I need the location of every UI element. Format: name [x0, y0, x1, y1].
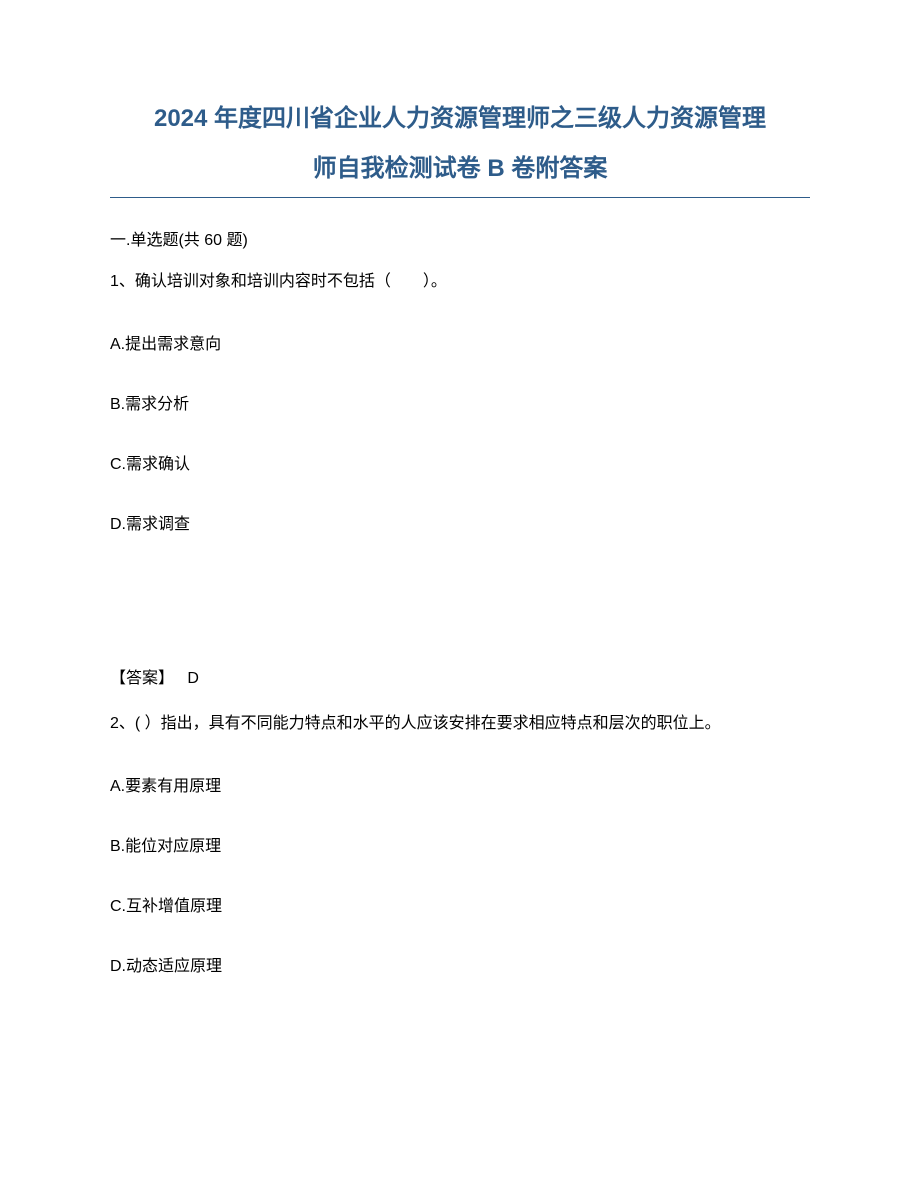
question-1-option-a: A.提出需求意向 [110, 330, 810, 354]
question-2-option-a: A.要素有用原理 [110, 772, 810, 796]
question-1-text: 1、确认培训对象和培训内容时不包括（ ）。 [110, 270, 810, 294]
title-divider [110, 197, 810, 198]
question-1-option-c: C.需求确认 [110, 450, 810, 474]
document-title-line1: 2024 年度四川省企业人力资源管理师之三级人力资源管理 [110, 100, 810, 138]
answer-label: 【答案】 [110, 670, 174, 687]
question-1-answer: 【答案】 D [110, 664, 810, 688]
question-2-text: 2、( ）指出，具有不同能力特点和水平的人应该安排在要求相应特点和层次的职位上。 [110, 712, 810, 736]
question-2-option-b: B.能位对应原理 [110, 832, 810, 856]
question-1-option-d: D.需求调查 [110, 510, 810, 534]
question-2-body: ( ）指出，具有不同能力特点和水平的人应该安排在要求相应特点和层次的职位上。 [135, 715, 721, 732]
answer-value: D [187, 670, 199, 687]
question-2-option-d: D.动态适应原理 [110, 952, 810, 976]
question-2-option-c: C.互补增值原理 [110, 892, 810, 916]
question-1-body: 确认培训对象和培训内容时不包括（ ）。 [135, 273, 447, 290]
question-2-number: 2、 [110, 715, 135, 732]
question-1-option-b: B.需求分析 [110, 390, 810, 414]
question-1-number: 1、 [110, 273, 135, 290]
section-header: 一.单选题(共 60 题) [110, 226, 810, 250]
document-title-line2: 师自我检测试卷 B 卷附答案 [110, 150, 810, 188]
